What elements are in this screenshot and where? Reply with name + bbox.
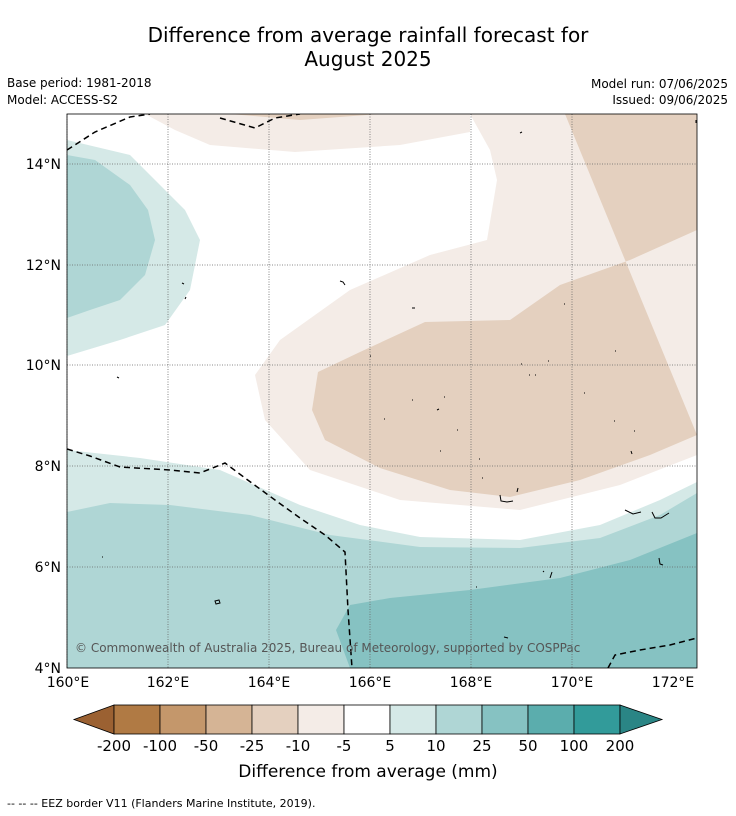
colorbar-tick-label: 50 xyxy=(518,737,538,755)
lon-label: 162°E xyxy=(147,675,190,691)
colorbar-swatch xyxy=(251,704,299,735)
lon-label: 168°E xyxy=(450,675,493,691)
copyright-text: © Commonwealth of Australia 2025, Bureau… xyxy=(75,641,581,655)
islands xyxy=(102,120,697,639)
lat-label: 6°N xyxy=(35,560,61,576)
colorbar-title: Difference from average (mm) xyxy=(238,762,498,782)
colorbar-tick-label: -5 xyxy=(336,737,352,755)
lon-label: 164°E xyxy=(248,675,291,691)
lon-label: 170°E xyxy=(551,675,594,691)
latitude-labels: 14°N 12°N 10°N 8°N 6°N 4°N xyxy=(26,157,61,677)
colorbar-swatch xyxy=(205,704,253,735)
colorbar-swatch xyxy=(159,704,207,735)
colorbar-swatch xyxy=(481,704,529,735)
wet-zone-south-strong xyxy=(336,533,697,668)
colorbar-swatch xyxy=(573,704,621,735)
dry-zone-north xyxy=(145,114,470,152)
colorbar-swatch xyxy=(389,704,437,735)
lat-label: 12°N xyxy=(26,258,61,274)
model-run: Model run: 07/06/2025 xyxy=(590,77,728,91)
eez-footnote: -- -- -- EEZ border V11 (Flanders Marine… xyxy=(7,797,316,810)
dry-zone-north-mid xyxy=(230,114,380,120)
grid-lines xyxy=(66,114,697,668)
title-line-2: August 2025 xyxy=(304,47,432,71)
colorbar-swatch xyxy=(113,704,161,735)
colorbar-swatch xyxy=(435,704,483,735)
wet-zone-west-mid xyxy=(67,155,155,318)
colorbar-swatch xyxy=(297,704,345,735)
lat-label: 14°N xyxy=(26,157,61,173)
lon-label: 166°E xyxy=(349,675,392,691)
model-name: Model: ACCESS-S2 xyxy=(7,93,119,107)
eez-border xyxy=(67,114,697,668)
dry-zone-ne xyxy=(565,114,697,185)
colorbar-tick-label: -25 xyxy=(239,737,265,755)
colorbar-tick-label: 200 xyxy=(605,737,635,755)
colorbar-tick-label: -50 xyxy=(193,737,219,755)
colorbar-swatch xyxy=(343,704,391,735)
colorbar-extend-high xyxy=(619,704,664,735)
colorbar-tick-label: 5 xyxy=(385,737,395,755)
colorbar xyxy=(72,704,664,735)
colorbar-tick-label: -10 xyxy=(285,737,311,755)
longitude-labels: 160°E 162°E 164°E 166°E 168°E 170°E 172°… xyxy=(47,675,695,691)
lat-label: 10°N xyxy=(26,358,61,374)
colorbar-tick-label: -100 xyxy=(142,737,178,755)
colorbar-swatch xyxy=(527,704,575,735)
title-line-1: Difference from average rainfall forecas… xyxy=(147,23,589,47)
base-period: Base period: 1981-2018 xyxy=(7,76,152,90)
dry-zone-mid xyxy=(312,114,697,497)
colorbar-extend-low xyxy=(72,704,115,735)
plot-frame xyxy=(66,113,698,669)
colorbar-tick-label: 25 xyxy=(472,737,492,755)
lon-label: 172°E xyxy=(652,675,695,691)
lat-label: 8°N xyxy=(35,459,61,475)
colorbar-tick-label: 10 xyxy=(426,737,446,755)
colorbar-tick-label: -200 xyxy=(96,737,132,755)
lon-label: 160°E xyxy=(47,675,90,691)
colorbar-tick-label: 100 xyxy=(559,737,589,755)
issued-date: Issued: 09/06/2025 xyxy=(612,93,728,107)
wet-zone-southwest xyxy=(67,612,140,668)
lat-label: 4°N xyxy=(35,661,61,677)
